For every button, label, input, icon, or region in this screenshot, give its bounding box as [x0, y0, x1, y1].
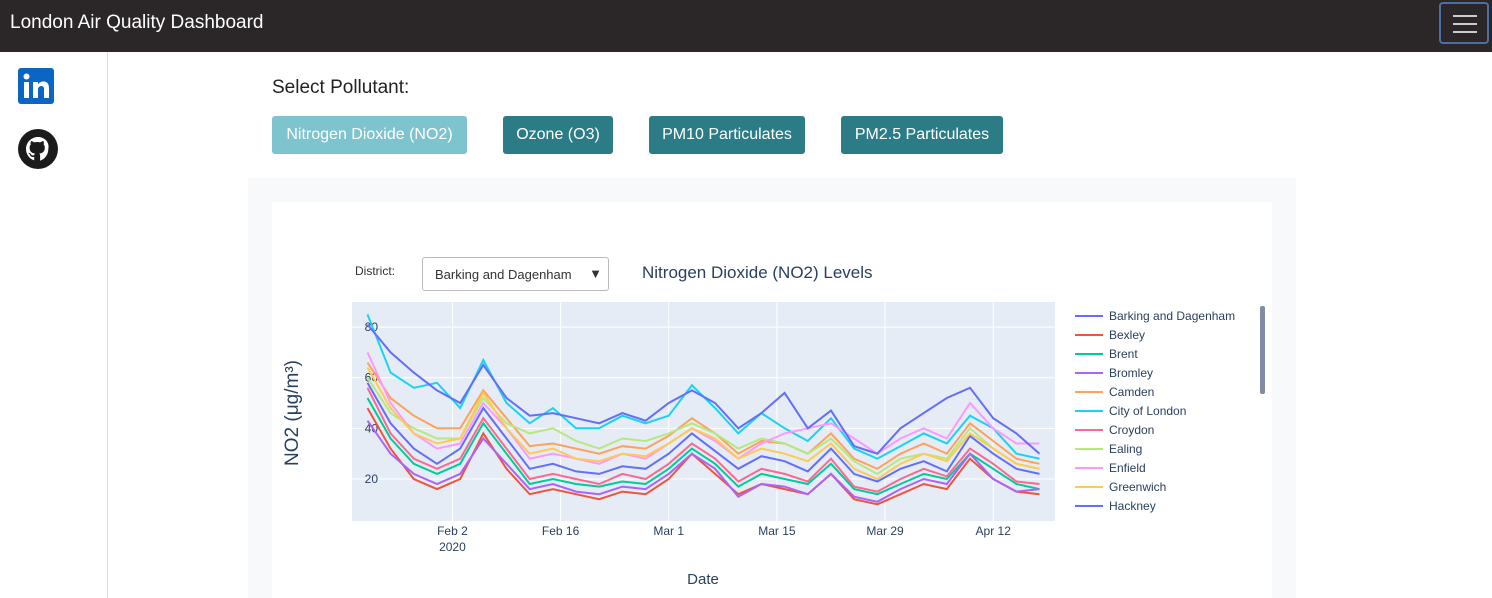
legend-label: Enfield: [1109, 461, 1146, 475]
pollutant-label: Select Pollutant:: [272, 77, 410, 98]
chart-title: Nitrogen Dioxide (NO2) Levels: [642, 263, 873, 282]
plot-background: [352, 302, 1055, 521]
dropdown-value: Barking and Dagenham: [435, 267, 572, 282]
series-line: [366, 367, 1040, 481]
series-line: [366, 361, 1040, 470]
series-line: [366, 351, 1040, 465]
x-tick-sublabel: 2020: [439, 540, 466, 554]
legend-label: Ealing: [1109, 442, 1142, 456]
legend-label: Bromley: [1109, 366, 1153, 380]
menu-toggle[interactable]: [1439, 2, 1489, 44]
y-axis-title: NO2 (μg/m³): [282, 360, 303, 466]
linkedin-icon[interactable]: [18, 68, 58, 108]
dropdown-arrow: ▼: [589, 266, 602, 281]
dropdown-label: District:: [355, 264, 395, 278]
legend-label: Croydon: [1109, 423, 1154, 437]
x-tick-label: Mar 15: [758, 524, 796, 538]
legend-label: City of London: [1109, 404, 1186, 418]
pollutant-button[interactable]: PM10 Particulates: [649, 116, 805, 154]
district-dropdown[interactable]: Barking and Dagenham ▼: [422, 257, 609, 291]
legend-label: Bexley: [1109, 328, 1145, 342]
x-tick-label: Mar 29: [866, 524, 904, 538]
legend-label: Camden: [1109, 385, 1154, 399]
series-line: [366, 323, 1041, 455]
app-title: London Air Quality Dashboard: [10, 12, 264, 33]
sidebar: [0, 52, 108, 598]
series-line: [366, 382, 1040, 483]
x-tick-label: Apr 12: [976, 524, 1012, 538]
legend-label: Greenwich: [1109, 480, 1166, 494]
series-line: [366, 407, 1040, 506]
x-tick-label: Feb 2: [437, 524, 468, 538]
github-icon[interactable]: [17, 128, 59, 170]
pollutant-button[interactable]: PM2.5 Particulates: [841, 116, 1003, 154]
x-tick-label: Feb 16: [542, 524, 580, 538]
legend-label: Hackney: [1109, 499, 1156, 513]
series-line: [366, 420, 1040, 503]
series-line: [366, 397, 1040, 496]
x-axis-title: Date: [687, 571, 719, 588]
legend-label: Barking and Dagenham: [1109, 309, 1235, 323]
navbar: London Air Quality Dashboard: [0, 0, 1492, 52]
legend-label: Brent: [1109, 347, 1138, 361]
y-tick-label: 20: [365, 472, 379, 486]
pollutant-button[interactable]: Ozone (O3): [503, 116, 613, 154]
x-tick-label: Mar 1: [653, 524, 684, 538]
series-line: [366, 387, 1040, 493]
legend-scrollbar: [1260, 306, 1265, 394]
pollutant-button[interactable]: Nitrogen Dioxide (NO2): [272, 116, 467, 154]
